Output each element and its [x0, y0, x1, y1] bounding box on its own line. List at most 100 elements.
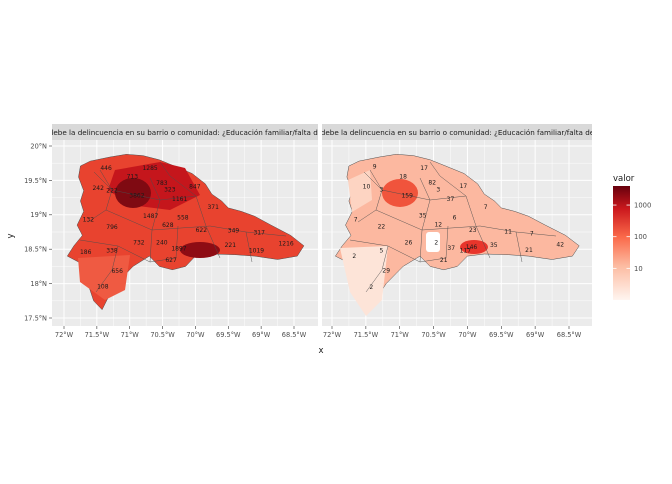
region-value-label: 7	[354, 217, 358, 224]
region-value-label: 29	[382, 268, 390, 275]
x-tick-label: 70°W	[458, 331, 477, 339]
panel-1: d que se debe la delincuencia en su barr…	[52, 124, 318, 326]
x-tick-label: 72°W	[323, 331, 342, 339]
y-tick-label: 17.5°N	[24, 314, 47, 322]
region-value-label: 26	[405, 239, 413, 246]
region-value-label: 21	[525, 247, 533, 254]
region-value-label: 35	[419, 213, 427, 220]
region-value-label: 1161	[172, 196, 187, 203]
y-tick-label: 18.5°N	[24, 246, 47, 254]
x-tick-label: 69°W	[526, 331, 545, 339]
region-value-label: 12	[434, 221, 442, 228]
region-value-label: 3	[436, 186, 440, 193]
x-axis-panel-1: 72°W 71.5°W 71°W 70.5°W 70°W 69.5°W 69°W 68.5°W	[55, 326, 307, 339]
region-value-label: 18	[399, 173, 407, 180]
region-value-label: 7	[484, 204, 488, 211]
region-value-label: 7	[530, 230, 534, 237]
region-value-label: 242	[92, 185, 104, 192]
region-value-label: 6	[453, 215, 457, 222]
panel-2-strip	[322, 124, 592, 140]
region-value-label: 37	[447, 245, 455, 252]
region-value-label: 132	[83, 217, 95, 224]
region-value-label: 42	[556, 241, 564, 248]
region-value-label: 1216	[278, 241, 293, 248]
legend-colorbar	[613, 186, 630, 300]
region-value-label: 2	[369, 284, 373, 291]
x-axis-title: x	[318, 346, 323, 356]
x-tick-label: 71°W	[121, 331, 140, 339]
region-value-label: 1487	[143, 213, 158, 220]
panel-1-strip	[52, 124, 318, 140]
legend-breaks: 10 100 1000	[613, 201, 651, 273]
region-value-label: 783	[156, 180, 168, 187]
x-tick-label: 68.5°W	[557, 331, 582, 339]
x-axis-panel-2: 72°W 71.5°W 71°W 70.5°W 70°W 69.5°W 69°W 68.5°W	[323, 326, 582, 339]
region-value-label: 159	[401, 193, 413, 200]
legend-break-label: 1000	[634, 201, 651, 209]
legend-title: valor	[613, 174, 635, 184]
panel-1-province-borders	[79, 161, 287, 293]
panel-2-map	[335, 154, 580, 316]
region-value-label: 222	[106, 188, 118, 195]
x-tick-label: 70.5°W	[150, 331, 175, 339]
panel-1-province-santiago	[115, 178, 151, 208]
x-tick-label: 70°W	[186, 331, 205, 339]
region-value-label: 17	[420, 165, 428, 172]
panel-2-province-monte-plata	[426, 232, 440, 252]
region-value-label: 108	[97, 283, 109, 290]
region-value-label: 37	[447, 196, 455, 203]
region-value-label: 11	[504, 228, 512, 235]
panel-1-province-southwest	[78, 255, 130, 300]
x-tick-label: 68.5°W	[282, 331, 307, 339]
region-value-label: 349	[228, 228, 240, 235]
region-value-label: 796	[106, 224, 118, 231]
legend-break-label: 100	[634, 233, 647, 241]
legend: valor 10 100 1000	[613, 174, 651, 300]
panel-2-province-santiago	[382, 179, 418, 207]
region-value-label: 628	[162, 222, 174, 229]
region-value-label: 732	[133, 239, 145, 246]
region-value-label: 240	[156, 239, 168, 246]
region-value-label: 2	[434, 239, 438, 246]
y-tick-label: 20°N	[30, 142, 47, 150]
y-axis-title: y	[6, 233, 16, 238]
x-tick-label: 71.5°W	[85, 331, 110, 339]
region-value-label: 1285	[142, 165, 157, 172]
panel-2-province-borders	[349, 161, 557, 293]
y-tick-label: 19.5°N	[24, 177, 47, 185]
region-value-label: 186	[80, 249, 92, 256]
region-value-label: 1019	[249, 248, 264, 255]
panel-2-province-southwest	[340, 246, 388, 316]
region-value-label: 146	[466, 244, 478, 251]
region-value-label: 23	[469, 227, 477, 234]
region-value-label: 1897	[171, 246, 186, 253]
region-value-label: 622	[196, 227, 208, 234]
region-value-label: 5	[379, 248, 383, 255]
region-value-label: 22	[378, 224, 386, 231]
panel-1-province-santo-domingo	[180, 242, 220, 258]
region-value-label: 323	[164, 186, 176, 193]
x-tick-label: 69.5°W	[216, 331, 241, 339]
y-axis: 20°N 19.5°N 19°N 18.5°N 18°N 17.5°N	[24, 142, 52, 322]
region-value-label: 221	[225, 242, 237, 249]
region-value-label: 656	[111, 268, 123, 275]
x-tick-label: 70.5°W	[421, 331, 446, 339]
region-value-label: 371	[207, 204, 219, 211]
panel-2-strip-text: d que se debe la delincuencia en su barr…	[288, 128, 627, 137]
x-tick-label: 71.5°W	[354, 331, 379, 339]
region-value-label: 2	[352, 253, 356, 260]
y-tick-label: 19°N	[30, 211, 47, 219]
panel-2: d que se debe la delincuencia en su barr…	[288, 124, 627, 326]
panel-2-province-santo-domingo	[460, 240, 488, 254]
y-tick-label: 18°N	[30, 280, 47, 288]
x-tick-label: 72°W	[55, 331, 74, 339]
region-value-label: 558	[177, 215, 189, 222]
region-value-label: 9	[373, 164, 377, 171]
x-tick-label: 71°W	[391, 331, 410, 339]
region-value-label: 10	[363, 184, 371, 191]
region-value-label: 713	[127, 173, 139, 180]
